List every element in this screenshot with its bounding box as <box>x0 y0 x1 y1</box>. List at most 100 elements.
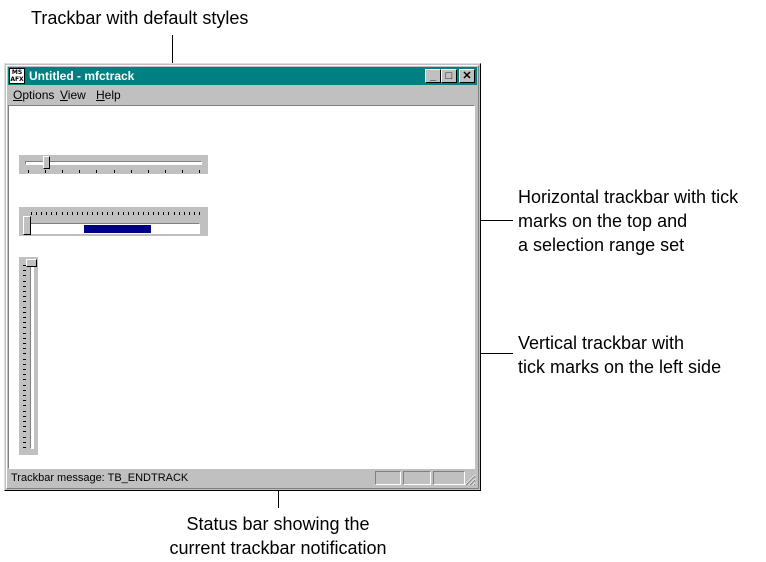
close-button[interactable]: ✕ <box>459 69 475 83</box>
tick-mark <box>23 384 26 386</box>
trackbar-default[interactable] <box>19 155 208 174</box>
tick-mark <box>62 170 64 173</box>
tick-mark <box>45 170 47 173</box>
status-message: Trackbar message: TB_ENDTRACK <box>11 472 189 484</box>
tick-mark <box>66 212 68 215</box>
tick-mark <box>97 212 99 215</box>
tick-mark <box>87 212 88 215</box>
title-bar[interactable]: MS AFX Untitled - mfctrack _ □ ✕ <box>8 67 477 85</box>
tick-mark <box>31 212 32 215</box>
tick-mark <box>107 212 109 215</box>
maximize-button[interactable]: □ <box>441 69 457 83</box>
tick-mark <box>112 212 114 215</box>
tick-mark <box>127 212 129 215</box>
tick-mark <box>23 337 26 339</box>
menu-help[interactable]: Help <box>96 88 121 102</box>
tick-mark <box>51 212 53 215</box>
tick-mark <box>23 400 26 402</box>
tick-mark <box>173 212 175 215</box>
tick-mark <box>23 322 26 324</box>
tick-mark <box>81 212 83 215</box>
tick-mark <box>23 327 26 329</box>
tick-mark <box>168 212 170 215</box>
tick-mark <box>132 212 134 215</box>
maximize-icon: □ <box>445 70 453 82</box>
tick-mark <box>71 212 73 215</box>
tick-mark <box>23 410 26 412</box>
resize-grip-icon[interactable] <box>463 473 476 486</box>
tick-mark <box>137 212 139 215</box>
tick-mark <box>46 212 48 215</box>
tick-mark <box>23 447 26 448</box>
tick-mark <box>143 212 144 215</box>
tick-mark <box>23 421 26 422</box>
tick-mark <box>178 212 180 215</box>
tick-mark <box>23 280 26 282</box>
tick-mark <box>23 332 26 334</box>
tick-mark <box>23 395 26 396</box>
tick-mark <box>23 311 26 313</box>
minimize-icon: _ <box>429 70 437 82</box>
tick-mark <box>199 170 200 173</box>
tick-mark <box>23 358 26 360</box>
tick-mark <box>23 374 26 376</box>
tick-mark <box>153 212 155 215</box>
tick-mark <box>96 170 98 173</box>
callout-default-trackbar: Trackbar with default styles <box>31 8 249 28</box>
status-pane-2 <box>403 471 431 485</box>
tick-mark <box>23 275 26 277</box>
trackbar-horizontal-channel <box>27 223 200 234</box>
trackbar-horizontal-selection[interactable] <box>19 207 208 236</box>
menu-options[interactable]: Options <box>13 88 55 102</box>
window-title: Untitled - mfctrack <box>29 69 135 83</box>
tick-mark <box>23 415 26 417</box>
tick-mark <box>61 212 63 215</box>
menu-view[interactable]: View <box>60 88 86 102</box>
tick-mark <box>117 212 119 215</box>
tick-mark <box>23 436 26 438</box>
tick-mark <box>102 212 104 215</box>
tick-mark <box>148 212 150 215</box>
tick-mark <box>23 389 26 391</box>
trackbar-horizontal-thumb[interactable] <box>23 216 31 235</box>
tick-mark <box>23 348 26 350</box>
app-icon[interactable]: MS AFX <box>9 68 25 84</box>
tick-mark <box>56 212 58 215</box>
tick-mark <box>130 170 132 173</box>
tick-mark <box>28 170 29 173</box>
trackbar-vertical-thumb[interactable] <box>26 259 37 267</box>
tick-mark <box>183 212 185 215</box>
tick-mark <box>163 212 165 215</box>
callout-line-status <box>278 482 279 508</box>
trackbar-vertical-channel <box>30 263 34 449</box>
tick-mark <box>92 212 94 215</box>
tick-mark <box>199 212 200 215</box>
tick-mark <box>122 212 124 215</box>
status-bar: Trackbar message: TB_ENDTRACK <box>8 469 477 487</box>
trackbar-default-channel <box>25 161 202 165</box>
tick-mark <box>41 212 43 215</box>
app-window: MS AFX Untitled - mfctrack _ □ ✕ Options… <box>4 63 481 491</box>
callout-status-bar: Status bar showing the current trackbar … <box>169 514 387 558</box>
tick-mark <box>36 212 38 215</box>
tick-mark <box>181 170 183 173</box>
tick-mark <box>23 301 26 303</box>
tick-mark <box>188 212 190 215</box>
trackbar-selection-range <box>84 225 152 233</box>
tick-mark <box>23 270 26 272</box>
tick-mark <box>76 212 78 215</box>
trackbar-vertical[interactable] <box>19 257 38 455</box>
tick-mark <box>23 431 26 433</box>
tick-mark <box>23 353 26 355</box>
trackbar-default-thumb[interactable] <box>43 156 51 169</box>
minimize-button[interactable]: _ <box>425 69 441 83</box>
close-icon: ✕ <box>462 70 472 82</box>
tick-mark <box>23 369 26 370</box>
tick-mark <box>23 343 26 344</box>
status-pane-1 <box>375 471 401 485</box>
status-pane-3 <box>433 471 465 485</box>
tick-mark <box>23 285 26 287</box>
tick-mark <box>23 317 26 318</box>
tick-mark <box>23 441 26 443</box>
callout-vertical-trackbar: Vertical trackbar with tick marks on the… <box>518 333 722 377</box>
